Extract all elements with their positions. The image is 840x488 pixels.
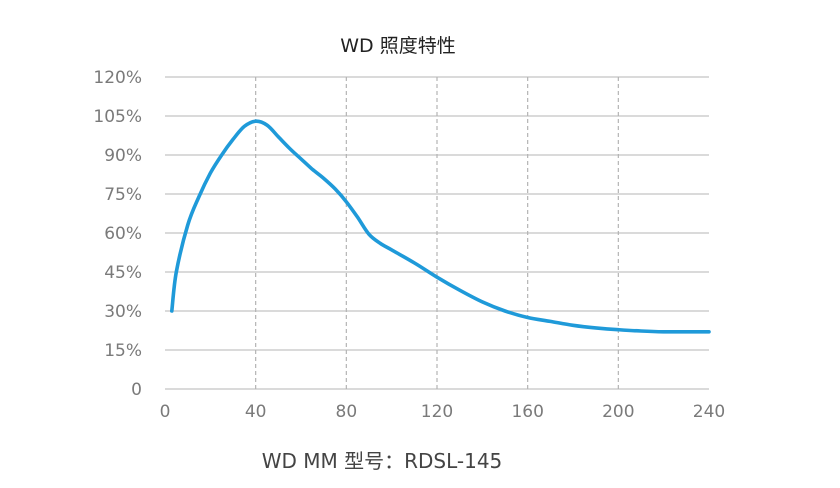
x-axis-ticks: 0 40 80 120 160 200 240 [160,402,726,422]
x-tick-label: 120 [421,402,453,422]
y-tick-label: 0 [131,380,142,400]
x-tick-label: 0 [160,402,171,422]
y-tick-label: 45% [104,263,142,283]
y-tick-label: 90% [104,146,142,166]
x-tick-label: 240 [693,402,725,422]
grid [165,76,709,390]
x-tick-label: 160 [511,402,543,422]
chart-title: WD 照度特性 [340,35,455,57]
y-tick-label: 75% [104,185,142,205]
y-axis-ticks: 0 15% 30% 45% 60% 75% 90% 105% 120% [93,68,142,400]
y-tick-label: 15% [104,341,142,361]
x-tick-label: 40 [245,402,267,422]
y-tick-label: 120% [93,68,142,88]
y-tick-label: 60% [104,224,142,244]
series-group [170,119,711,334]
x-tick-label: 200 [602,402,634,422]
y-tick-label: 30% [104,302,142,322]
model-caption: WD MM 型号：RDSL-145 [262,449,503,473]
x-tick-label: 80 [336,402,358,422]
y-tick-label: 105% [93,107,142,127]
series-line [170,119,711,334]
